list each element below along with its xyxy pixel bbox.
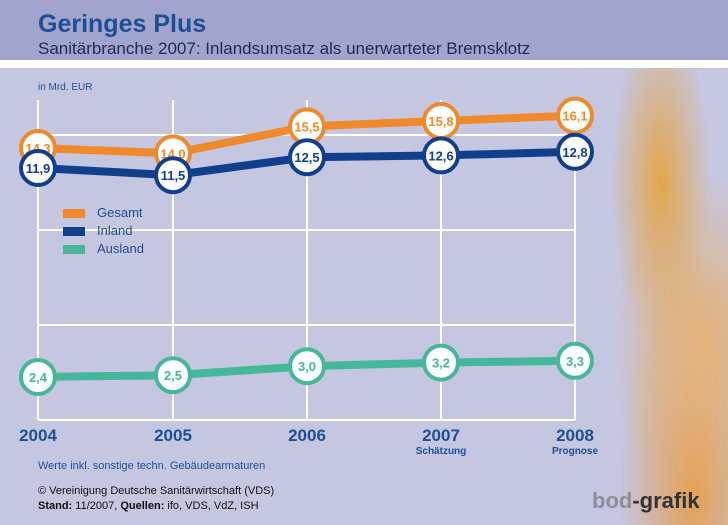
source-line: Stand: 11/2007, Quellen: ifo, VDS, VdZ, …	[38, 500, 259, 512]
copyright: © Vereinigung Deutsche Sanitärwirtschaft…	[38, 485, 275, 497]
data-label: 3,2	[432, 356, 450, 371]
legend-label: Ausland	[97, 241, 144, 256]
legend-ausland: Ausland	[63, 241, 144, 256]
stand-label: Stand:	[38, 500, 73, 512]
sources-label: Quellen:	[120, 500, 165, 512]
sources-value: ifo, VDS, VdZ, ISH	[164, 500, 259, 512]
x-tick-note: Prognose	[551, 446, 599, 457]
data-label: 2,4	[29, 370, 48, 385]
x-tick-label: 2005	[154, 426, 192, 445]
data-label: 11,9	[26, 161, 51, 176]
data-point	[19, 149, 57, 187]
data-label: 12,6	[428, 148, 453, 163]
chart-subtitle: Sanitärbranche 2007: Inlandsumsatz als u…	[38, 39, 531, 58]
legend-inland: Inland	[63, 223, 132, 238]
data-point	[19, 358, 57, 396]
x-tick-label: 2007	[422, 426, 460, 445]
x-tick-note: Schätzung	[415, 446, 467, 457]
data-point	[154, 356, 192, 395]
data-point	[422, 343, 460, 382]
data-label: 2,5	[164, 368, 182, 383]
data-label: 11,5	[161, 168, 186, 183]
data-point	[556, 132, 594, 171]
unit-label: in Mrd. EUR	[38, 82, 93, 93]
data-label: 16,1	[562, 109, 587, 124]
data-label: 12,5	[294, 150, 319, 165]
legend-swatch	[63, 245, 85, 255]
legend-label: Gesamt	[97, 205, 143, 220]
data-point	[288, 347, 326, 386]
data-label: 12,8	[562, 145, 587, 160]
data-point	[422, 136, 460, 175]
legend-label: Inland	[97, 223, 133, 238]
legend-swatch	[63, 209, 85, 219]
divider	[0, 60, 728, 68]
data-point	[154, 156, 192, 195]
data-label: 3,3	[566, 354, 584, 369]
header: Geringes Plus Sanitärbranche 2007: Inlan…	[0, 0, 728, 60]
footnote: Werte inkl. sonstige techn. Gebäudearmat…	[38, 460, 266, 472]
legend-gesamt: Gesamt	[63, 205, 143, 220]
x-tick-label: 2004	[19, 426, 57, 445]
stand-value: 11/2007,	[72, 500, 121, 512]
data-label: 15,8	[428, 114, 453, 129]
data-point	[556, 96, 594, 135]
data-label: 3,0	[298, 359, 316, 374]
chart-title: Geringes Plus	[38, 10, 207, 38]
data-point	[556, 341, 594, 380]
data-point	[288, 138, 326, 177]
legend-swatch	[63, 227, 85, 237]
logo: bod-grafik	[592, 488, 700, 513]
x-tick-label: 2008	[556, 426, 594, 445]
x-tick-label: 2006	[288, 426, 326, 445]
data-label: 15,5	[294, 119, 319, 134]
